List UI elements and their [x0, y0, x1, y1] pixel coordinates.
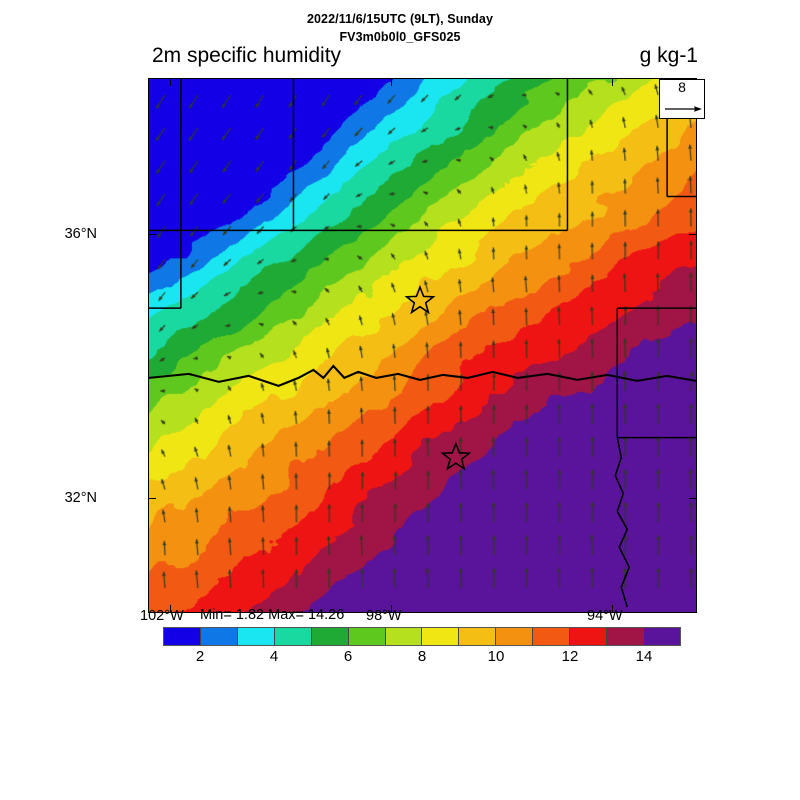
lon-label-94w: 94°W [587, 608, 623, 624]
colorbar-tick-6: 6 [343, 648, 353, 665]
station-star-south [440, 441, 472, 471]
colorbar-tick-14: 14 [635, 648, 653, 665]
reference-vector-key: 8 [659, 79, 705, 119]
colorbar-segment-9 [496, 628, 534, 645]
tickmark-lon-98-bottom [391, 605, 393, 613]
colorbar[interactable] [163, 627, 681, 646]
tickmark-lon-102-top [170, 78, 172, 86]
lon-label-102w: 102°W [140, 608, 184, 624]
timestamp-header: 2022/11/6/15UTC (9LT), Sunday [306, 12, 494, 26]
colorbar-segment-10 [533, 628, 571, 645]
reference-vector-value: 8 [678, 79, 686, 95]
tickmark-lat-32-left [148, 498, 156, 500]
colorbar-segment-8 [459, 628, 497, 645]
map-plot-area[interactable] [148, 78, 697, 613]
colorbar-segment-3 [274, 628, 312, 645]
colorbar-segment-13 [643, 628, 680, 645]
tickmark-lon-94-bottom [612, 605, 614, 613]
station-star-north [404, 285, 436, 315]
lat-label-32n: 32°N [64, 490, 97, 506]
page-title: 2m specific humidity [152, 44, 342, 67]
colorbar-segment-2 [237, 628, 275, 645]
colorbar-segment-0 [164, 628, 201, 645]
lat-label-36n: 36°N [64, 226, 97, 242]
min-max-stats: Min= 1.82 Max= 14.26 [200, 607, 345, 623]
colorbar-segment-11 [570, 628, 608, 645]
state-boundaries [149, 79, 696, 608]
wind-vector-overlay [149, 79, 696, 612]
colorbar-tick-labels: 2 4 6 8 10 12 14 [163, 648, 681, 668]
tickmark-lon-98-top [391, 78, 393, 86]
colorbar-segment-4 [311, 628, 349, 645]
tickmark-lat-32-right [689, 498, 697, 500]
colorbar-tick-12: 12 [561, 648, 579, 665]
tickmark-lon-94-top [612, 78, 614, 86]
colorbar-segment-5 [348, 628, 386, 645]
arrow-right-icon [665, 106, 702, 112]
colorbar-tick-4: 4 [269, 648, 279, 665]
colorbar-segment-6 [385, 628, 423, 645]
colorbar-tick-10: 10 [487, 648, 505, 665]
colorbar-segment-1 [200, 628, 238, 645]
tickmark-lon-102-bottom [170, 605, 172, 613]
tickmark-lat-36-left [148, 234, 156, 236]
colorbar-tick-8: 8 [417, 648, 427, 665]
colorbar-tick-2: 2 [195, 648, 205, 665]
lon-label-98w: 98°W [366, 608, 402, 624]
colorbar-segment-7 [422, 628, 460, 645]
units-label: g kg-1 [639, 44, 698, 67]
colorbar-segment-12 [607, 628, 644, 645]
tickmark-lat-36-right [689, 234, 697, 236]
model-header: FV3m0b0l0_GFS025 [339, 30, 461, 44]
